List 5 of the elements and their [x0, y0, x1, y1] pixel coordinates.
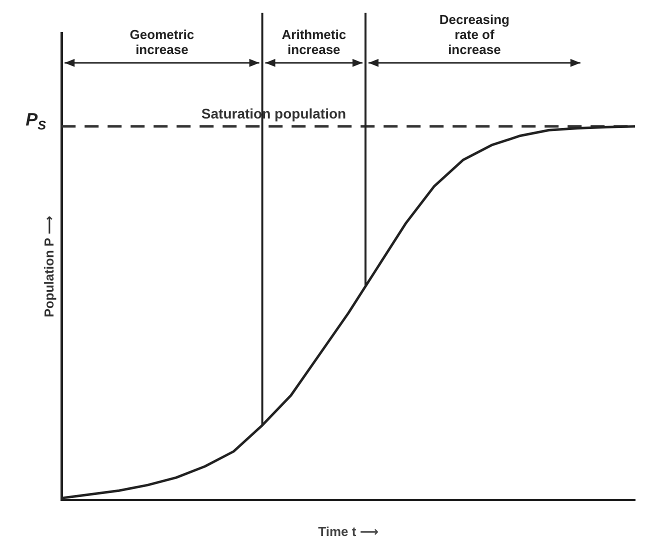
text: Geometric increase [130, 26, 194, 57]
x-axis-title: Time t ⟶ [318, 524, 378, 539]
y-axis-title: Population P ⟶ [41, 216, 56, 318]
text: Decreasing rate of increase [439, 12, 510, 57]
text: Arithmetic increase [282, 26, 346, 57]
